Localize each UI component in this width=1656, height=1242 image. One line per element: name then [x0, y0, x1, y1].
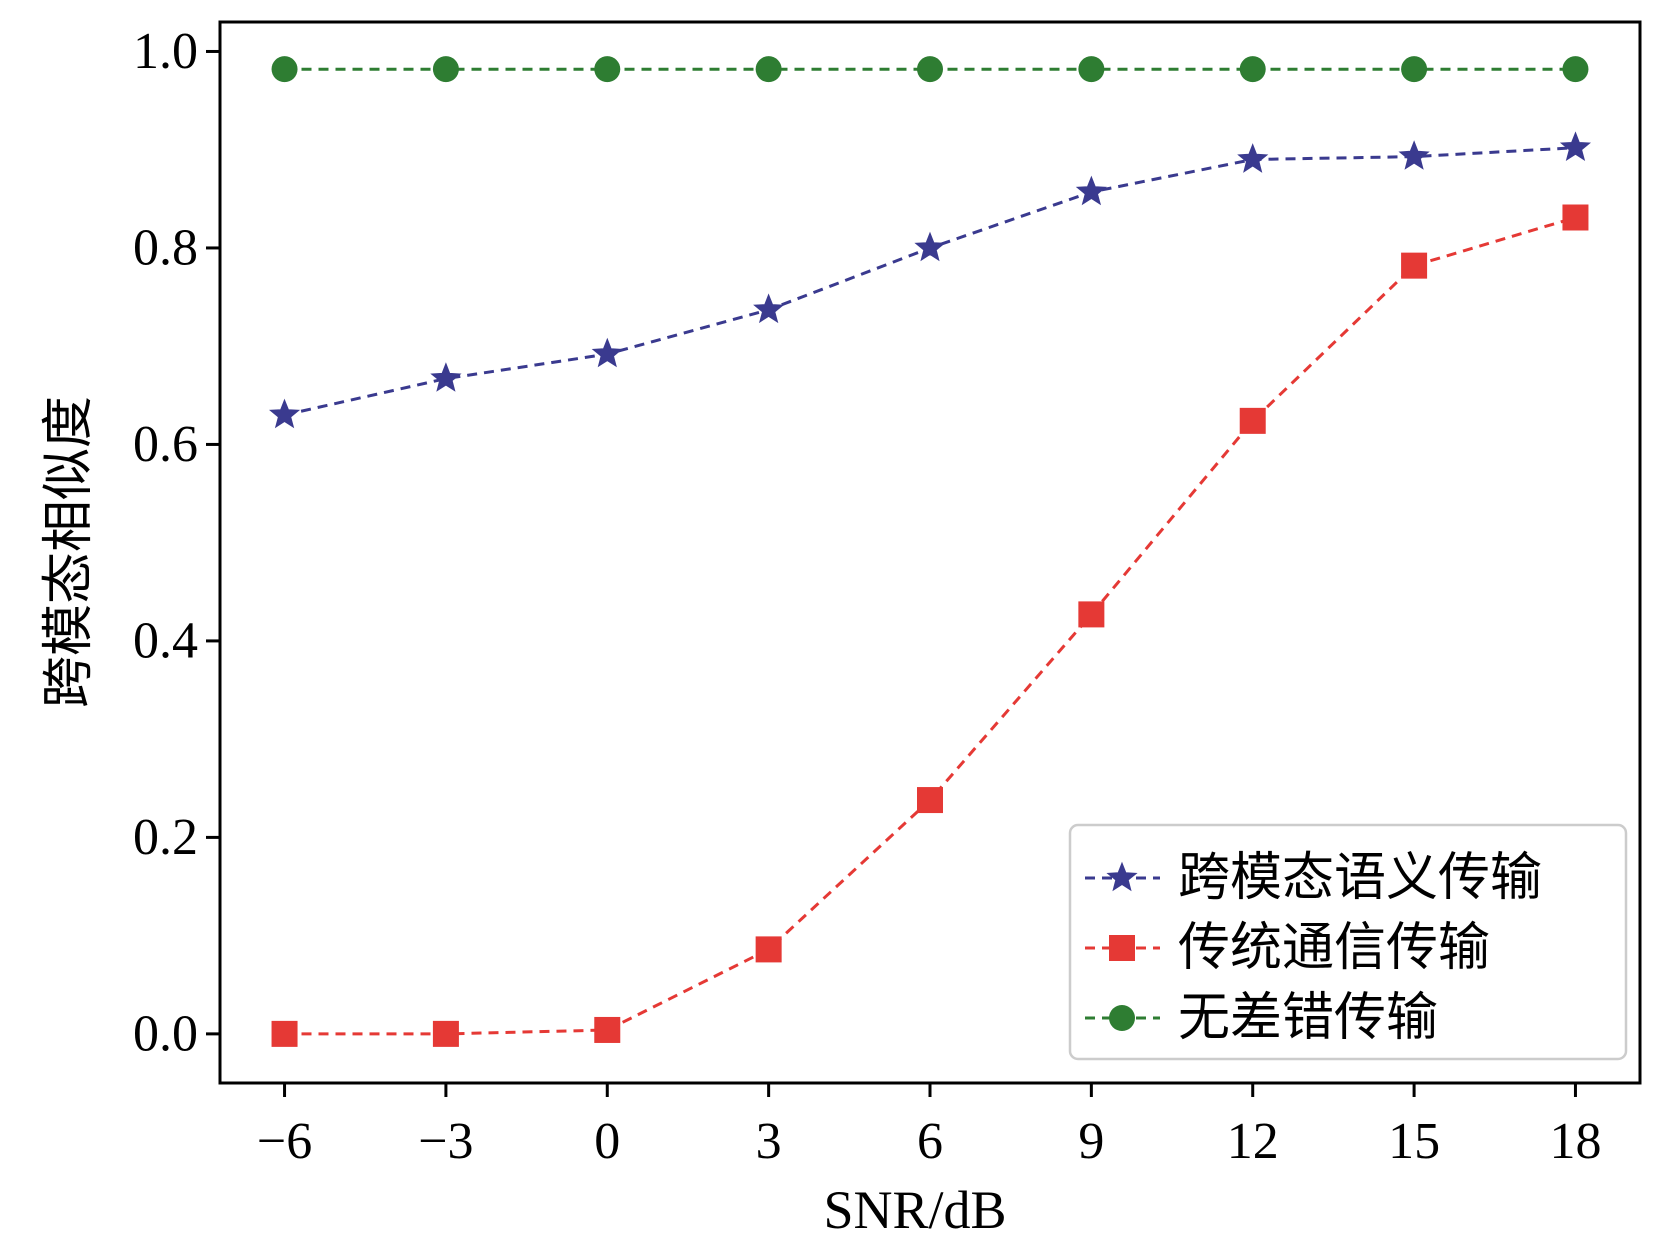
x-tick-label: 3	[756, 1113, 782, 1170]
data-point	[432, 56, 459, 83]
series-line	[284, 146, 1576, 417]
data-point	[917, 787, 943, 814]
y-tick-label: 1.0	[133, 23, 198, 80]
data-point	[1401, 252, 1428, 279]
legend-marker	[1109, 935, 1135, 961]
data-point	[1562, 56, 1589, 83]
data-point	[430, 362, 462, 392]
x-tick-label: 15	[1388, 1113, 1440, 1170]
legend-marker	[1109, 1005, 1135, 1031]
data-point	[1078, 56, 1105, 83]
legend-label: 无差错传输	[1178, 988, 1438, 1048]
legend-label: 传统通信传输	[1178, 918, 1490, 978]
data-point	[1075, 175, 1107, 206]
x-tick-label: 6	[917, 1113, 943, 1170]
data-point	[1559, 131, 1591, 162]
y-tick-label: 0.0	[133, 1005, 198, 1062]
data-point	[1239, 407, 1266, 434]
y-tick-label: 0.8	[133, 219, 198, 276]
y-axis-title: 跨模态相似度	[39, 396, 99, 708]
y-tick-label: 0.6	[133, 416, 198, 473]
data-point	[1239, 56, 1266, 83]
x-tick-label: 0	[594, 1113, 620, 1170]
x-tick-label: −6	[257, 1113, 312, 1170]
legend-box	[1068, 823, 1628, 1061]
legend-item: 传统通信传输	[1085, 918, 1490, 978]
data-point	[271, 1020, 298, 1047]
x-tick-label: 9	[1078, 1113, 1104, 1170]
data-point	[1237, 143, 1269, 173]
data-point	[753, 293, 785, 324]
data-point	[1078, 601, 1105, 628]
y-axis: 0.0 0.2 0.4 0.6 0.8 1.0	[133, 23, 220, 1062]
data-point	[591, 337, 623, 368]
data-point	[755, 56, 782, 83]
series-layer	[269, 56, 1591, 1047]
data-point	[271, 56, 298, 83]
x-tick-label: 18	[1549, 1113, 1601, 1170]
data-point	[1398, 140, 1430, 170]
x-tick-label: −3	[418, 1113, 473, 1170]
series-star	[269, 131, 1591, 429]
legend-item: 跨模态语义传输	[1085, 848, 1542, 908]
data-point	[594, 56, 621, 83]
series-square	[271, 204, 1589, 1047]
legend-label: 跨模态语义传输	[1178, 848, 1542, 908]
y-tick-label: 0.4	[133, 612, 198, 669]
data-point	[1562, 204, 1589, 231]
data-point	[1401, 56, 1428, 83]
legend-item: 无差错传输	[1085, 988, 1438, 1048]
series-circle	[271, 56, 1589, 83]
y-tick-label: 0.2	[133, 809, 198, 866]
data-point	[269, 398, 301, 429]
data-point	[755, 936, 782, 963]
data-point	[432, 1020, 459, 1047]
legend-marker	[1106, 861, 1138, 892]
x-tick-label: 12	[1227, 1113, 1279, 1170]
data-point	[917, 56, 943, 83]
x-axis-title: SNR/dB	[823, 1180, 1006, 1240]
data-point	[914, 231, 946, 262]
x-axis: −6 −3 0 3 6 9 12 15 18	[257, 1083, 1601, 1170]
data-point	[594, 1016, 621, 1043]
